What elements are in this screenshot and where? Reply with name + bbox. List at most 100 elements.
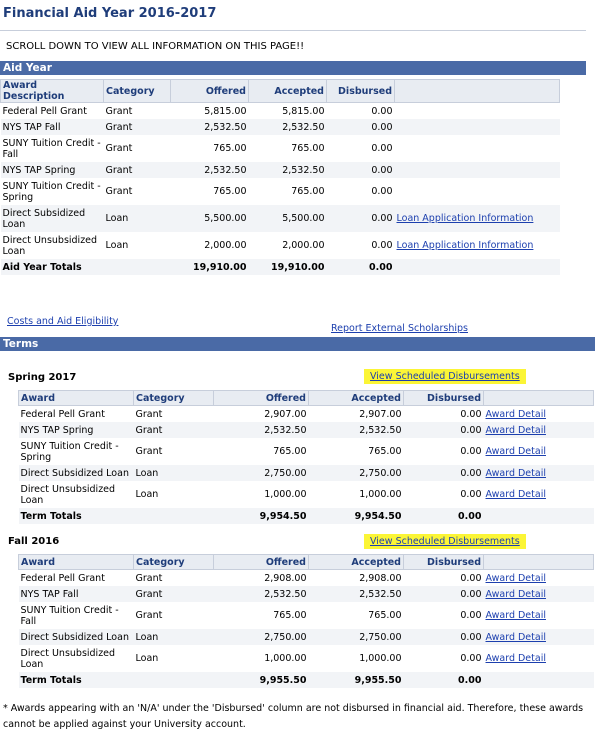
cell-category: Loan xyxy=(133,465,214,481)
col-offered: Offered xyxy=(213,554,309,570)
award-detail-link[interactable]: Award Detail xyxy=(485,610,546,621)
cell-totals-offered: 9,954.50 xyxy=(213,508,309,524)
cell-link: Award Detail xyxy=(484,481,594,508)
cell-totals-offered: 19,910.00 xyxy=(170,259,249,275)
cell-totals-label: Term Totals xyxy=(18,672,134,688)
award-detail-link[interactable]: Award Detail xyxy=(485,572,546,584)
cell-category: Grant xyxy=(103,119,171,135)
cell-category: Grant xyxy=(133,586,214,602)
cell-disbursed: 0.00 xyxy=(460,408,482,420)
award-detail-link[interactable]: Award Detail xyxy=(485,408,546,420)
award-detail-link[interactable]: Award Detail xyxy=(485,631,546,643)
table-row: Direct Unsubsidized Loan Loan 2,000.00 2,00… xyxy=(1,232,560,259)
cell-category: Grant xyxy=(103,162,171,178)
cell-award-description: Federal Pell Grant xyxy=(20,572,105,584)
cell-link: Award Detail xyxy=(483,586,594,602)
cell-link: Award Detail xyxy=(484,602,594,629)
cell-offered: 1,000.00 xyxy=(264,489,307,500)
award-detail-link[interactable]: Award Detail xyxy=(485,446,546,457)
table-row: Federal Pell Grant Grant 2,907.00 2,907.00 0… xyxy=(19,406,594,423)
cell-blank xyxy=(483,508,594,524)
award-detail-link[interactable]: Award Detail xyxy=(485,588,546,600)
cell-blank xyxy=(133,672,214,688)
terms-band: Terms xyxy=(0,337,595,351)
cell-link: Award Detail xyxy=(483,422,594,438)
fall-view-scheduled-disbursements-link[interactable]: View Scheduled Disbursements xyxy=(370,536,520,547)
cell-offered: 1,000.00 xyxy=(264,653,307,664)
cell-accepted: 2,532.50 xyxy=(308,586,404,602)
cell-totals-accepted: 9,954.50 xyxy=(308,508,404,524)
cell-disbursed: 0.00 xyxy=(371,240,393,251)
totals-row: Term Totals 9,954.50 9,954.50 0.00 xyxy=(18,508,594,524)
award-detail-link[interactable]: Award Detail xyxy=(485,424,546,436)
cell-link: Award Detail xyxy=(483,629,594,645)
cell-category: Loan xyxy=(135,489,159,500)
cell-offered: 765.00 xyxy=(273,446,307,457)
table-row: NYS TAP Fall Grant 2,532.50 2,532.50 0.00 Awa… xyxy=(18,586,594,602)
cell-link xyxy=(394,119,560,135)
col-award: Award xyxy=(18,390,134,406)
cell-award-description: Direct Unsubsidized Loan xyxy=(20,647,116,670)
fall-term-title: Fall 2016 xyxy=(8,536,60,547)
table-row: Direct Subsidized Loan Loan 5,500.00 5,500.… xyxy=(0,205,560,232)
award-detail-link[interactable]: Award Detail xyxy=(485,467,546,479)
col-category: Category xyxy=(103,79,171,103)
spring-view-scheduled-disbursements-link[interactable]: View Scheduled Disbursements xyxy=(370,371,520,382)
spring-term-title: Spring 2017 xyxy=(8,372,77,383)
totals-row: Aid Year Totals 19,910.00 19,910.00 0.00 xyxy=(0,259,560,275)
cell-award-description: NYS TAP Spring xyxy=(0,162,104,178)
report-external-scholarships-link[interactable]: Report External Scholarships xyxy=(331,323,468,334)
col-disbursed: Disbursed xyxy=(403,390,484,406)
table-row: NYS TAP Spring Grant 2,532.50 2,532.50 0.00 xyxy=(0,162,560,178)
loan-application-information-link[interactable]: Loan Application Information xyxy=(396,213,534,224)
aid-year-band: Aid Year xyxy=(0,61,586,75)
col-category: Category xyxy=(133,390,214,406)
loan-application-information-link[interactable]: Loan Application Information xyxy=(396,240,534,251)
cell-totals-label: Aid Year Totals xyxy=(0,259,104,275)
cell-offered: 2,908.00 xyxy=(264,572,307,584)
cell-award-description: NYS TAP Spring xyxy=(18,422,134,438)
cell-accepted: 2,532.50 xyxy=(308,422,404,438)
award-detail-link[interactable]: Award Detail xyxy=(485,653,546,664)
cell-award-description: NYS TAP Fall xyxy=(18,586,134,602)
cell-category: Grant xyxy=(135,572,163,584)
cell-award-description: SUNY Tuition Credit - Fall xyxy=(20,604,119,627)
cell-category: Grant xyxy=(105,143,133,154)
cell-disbursed: 0.00 xyxy=(460,446,482,457)
cell-link xyxy=(395,178,560,205)
cell-offered: 2,532.50 xyxy=(213,586,309,602)
col-disbursed: Disbursed xyxy=(403,554,484,570)
cell-link: Loan Application Information xyxy=(395,232,560,259)
table-row: Federal Pell Grant Grant 2,908.00 2,908.00 0… xyxy=(19,570,594,587)
col-offered: Offered xyxy=(170,79,249,103)
costs-and-aid-eligibility-link[interactable]: Costs and Aid Eligibility xyxy=(7,316,119,327)
table-row: SUNY Tuition Credit - Fall Grant 765.00 765… xyxy=(19,602,594,629)
spring-table: Award Category Offered Accepted Disburse… xyxy=(18,390,594,524)
table-row: Direct Unsubsidized Loan Loan 1,000.00 1,00… xyxy=(19,481,594,508)
cell-offered: 2,532.50 xyxy=(213,422,309,438)
award-detail-link[interactable]: Award Detail xyxy=(485,489,546,500)
cell-link xyxy=(394,162,560,178)
cell-link: Award Detail xyxy=(484,645,594,672)
col-links xyxy=(483,390,594,406)
aid-year-table: Award Description Category Offered Accep… xyxy=(0,79,560,275)
cell-offered: 765.00 xyxy=(273,610,307,621)
cell-link: Award Detail xyxy=(483,465,594,481)
cell-category: Grant xyxy=(135,610,163,621)
cell-offered: 765.00 xyxy=(213,143,247,154)
cell-disbursed: 0.00 xyxy=(326,205,395,232)
cell-link xyxy=(395,103,560,120)
cell-link: Award Detail xyxy=(484,406,594,423)
table-row: Direct Subsidized Loan Loan 2,750.00 2,750.… xyxy=(18,629,594,645)
col-accepted: Accepted xyxy=(248,79,327,103)
cell-disbursed: 0.00 xyxy=(403,422,484,438)
cell-offered: 2,532.50 xyxy=(170,119,249,135)
table-row: SUNY Tuition Credit - Spring Grant 765.00 7… xyxy=(1,178,560,205)
cell-category: Grant xyxy=(133,422,214,438)
scroll-note: SCROLL DOWN TO VIEW ALL INFORMATION ON T… xyxy=(6,41,305,52)
cell-totals-disbursed: 0.00 xyxy=(326,259,395,275)
table-row: Federal Pell Grant Grant 5,815.00 5,815.00 0… xyxy=(1,103,560,120)
cell-award-description: Direct Subsidized Loan xyxy=(0,205,104,232)
cell-link: Award Detail xyxy=(484,438,594,465)
cell-accepted: 1,000.00 xyxy=(359,489,402,500)
